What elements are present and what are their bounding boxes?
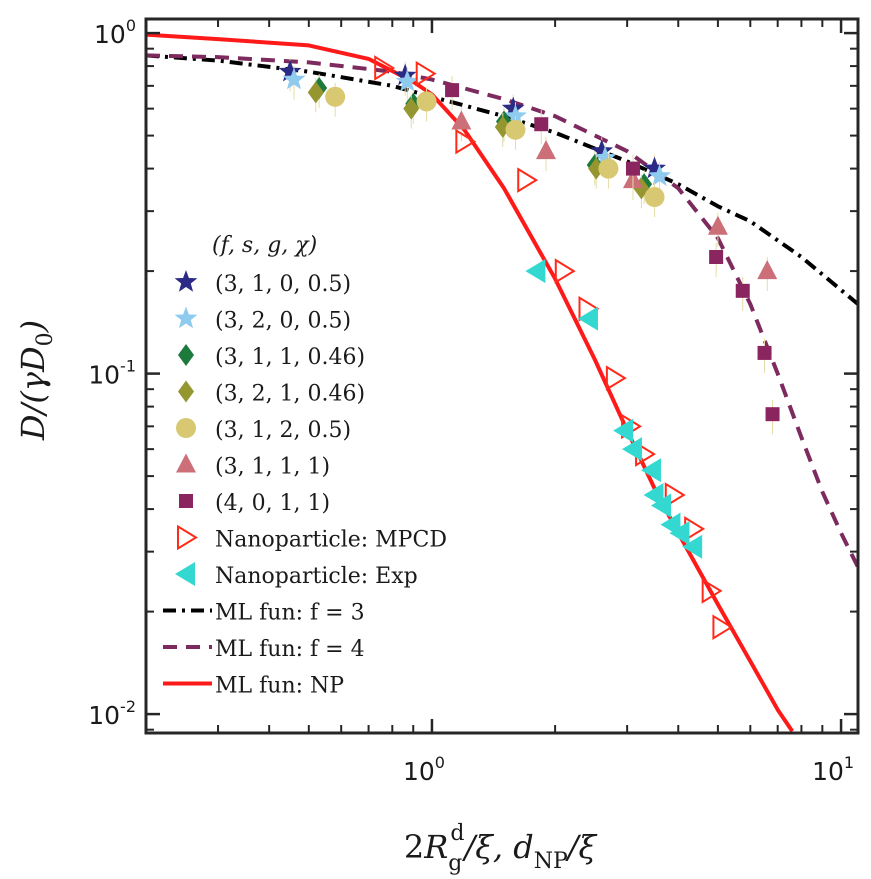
legend-marker-7 [177,524,198,551]
series-1-point [648,164,671,186]
series-5-point [757,260,778,280]
series-7-point [712,614,734,640]
legend-label-3: (3, 2, 1, 0.46) [215,382,365,407]
legend-label-11: ML fun: NP [215,674,344,699]
legend-label-1: (3, 2, 0, 0.5) [215,309,351,334]
series-4-point [416,91,437,112]
x-tick-label: 100 [403,753,445,786]
legend-marker-8 [175,562,195,586]
legend-title: (f, s, g, χ) [212,233,317,258]
series-7-point [517,167,539,193]
series-6-point [735,283,750,298]
series-7-point [455,128,477,155]
legend-label-9: ML fun: f = 3 [215,601,365,626]
series-5-point [707,215,728,235]
series-1-point [593,145,617,168]
series-1-point [395,69,419,92]
legend-marker-1 [174,306,198,329]
series-7-point [374,55,396,81]
series-8-point [640,458,661,483]
series-5-point [535,140,556,160]
series-8-point [613,418,634,443]
y-axis-label: D/(γD0) [14,320,58,441]
legend-marker-0 [174,270,198,292]
series-8-point [621,437,642,462]
series-8-point [525,259,546,284]
y-tick-label: 10-1 [88,357,136,390]
series-6-point [757,345,772,360]
series-0-point [590,139,614,161]
series-6-point [445,83,460,98]
plot-frame [144,17,860,735]
series-3-point [307,81,324,104]
series-7-point [554,258,576,284]
legend-marker-4 [176,418,196,438]
legend-label-2: (3, 1, 1, 0.46) [215,345,365,370]
series-0-point [501,96,525,119]
series-4-point [644,187,665,208]
legend-marker-3 [178,380,194,403]
series-0-point [643,156,666,179]
legend-marker-5 [176,453,196,473]
series-6-point [709,250,724,264]
series-3-point [403,97,420,120]
series-5-point [451,110,472,130]
series-6-point [625,161,640,176]
legend-label-7: Nanoparticle: MPCD [215,528,447,553]
series-4-point [505,119,526,140]
major-ticks [146,19,858,733]
series-1-point [504,104,527,126]
series-1-point [282,67,306,90]
series-8-point [577,306,598,331]
data-points [278,55,780,640]
legend-label-8: Nanoparticle: Exp [215,564,418,589]
y-tick-label: 100 [94,16,136,49]
series-7-point [415,60,437,87]
series-0-point [393,63,417,86]
legend-label-5: (3, 1, 1, 1) [215,455,330,480]
series-8-point [650,493,671,518]
series-8-point [682,534,703,559]
y-tick-label: 10-2 [88,697,136,730]
series-7-point [664,482,686,508]
series-6-point [534,117,549,132]
legend-marker-2 [178,344,194,366]
series-4-point [325,86,346,107]
x-axis-label: 2Rgd/ξ, dNP/ξ [404,821,598,876]
series-7-point [605,365,627,391]
plot-area [146,19,858,733]
series-0-point [278,59,302,82]
series-7-point [701,578,723,604]
tick-labels: 100 101 10-2 10-1 100 [88,16,854,786]
series-6-point [765,407,780,422]
legend-label-10: ML fun: f = 4 [215,637,365,662]
legend-label-0: (3, 1, 0, 0.5) [215,272,351,297]
legend-label-6: (4, 0, 1, 1) [215,491,330,516]
series-4-point [598,158,619,179]
legend-marker-6 [179,494,193,508]
legend: (f, s, g, χ) (3, 1, 0, 0.5) (3, 2, 0, 0.5)… [163,233,447,699]
x-tick-label: 101 [812,753,854,786]
legend-label-4: (3, 1, 2, 0.5) [215,418,351,443]
series-8-point [669,521,690,546]
